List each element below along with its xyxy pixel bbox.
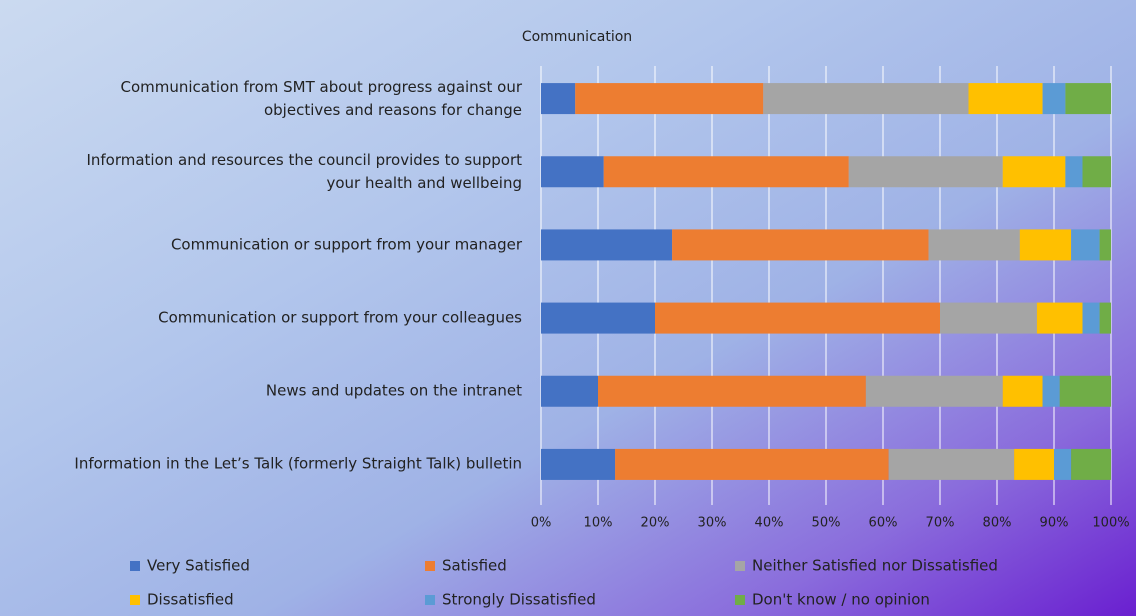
bar-segment — [1099, 229, 1111, 261]
bar-segment — [865, 375, 1003, 407]
bar-segment — [1059, 375, 1111, 407]
y-tick-label: News and updates on the intranet — [265, 381, 522, 400]
legend-label: Neither Satisfied nor Dissatisfied — [752, 557, 998, 575]
bar-segment — [1099, 302, 1111, 334]
x-tick-label: 30% — [698, 516, 727, 531]
legend-label: Satisfied — [442, 557, 507, 575]
y-tick-label: Information in the Let’s Talk (formerly … — [74, 454, 522, 473]
x-tick-label: 70% — [926, 516, 955, 531]
legend-swatch — [425, 561, 435, 571]
legend-swatch — [130, 595, 140, 605]
bar-segment — [968, 83, 1043, 115]
x-tick-label: 60% — [869, 516, 898, 531]
bar-segment — [1036, 302, 1083, 334]
bar-segment — [655, 302, 940, 334]
x-tick-label: 10% — [584, 516, 613, 531]
bar-segment — [1042, 375, 1060, 407]
y-tick-label: Communication or support from your colle… — [158, 308, 522, 327]
bar-segment — [541, 448, 616, 480]
bar-segment — [541, 156, 604, 188]
bar-segment — [672, 229, 929, 261]
bar-segment — [615, 448, 889, 480]
bar-segment — [1065, 156, 1083, 188]
bar-segment — [1065, 83, 1111, 115]
x-tick-label: 100% — [1092, 516, 1129, 531]
bar-segment — [1019, 229, 1072, 261]
chart-title: Communication — [522, 29, 632, 45]
legend-label: Don't know / no opinion — [752, 591, 930, 609]
y-tick-label: Information and resources the council pr… — [86, 150, 522, 192]
bar-segment — [541, 302, 655, 334]
x-tick-label: 50% — [812, 516, 841, 531]
bar-segment — [575, 83, 764, 115]
bar-segment — [1042, 83, 1066, 115]
x-tick-label: 90% — [1040, 516, 1069, 531]
bar-segment — [928, 229, 1020, 261]
legend-swatch — [130, 561, 140, 571]
x-tick-label: 20% — [641, 516, 670, 531]
legend-label: Very Satisfied — [147, 557, 250, 575]
bar-segment — [1082, 302, 1100, 334]
legend-swatch — [425, 595, 435, 605]
y-tick-label: Communication or support from your manag… — [170, 235, 522, 254]
bar-segment — [1082, 156, 1111, 188]
bar-segment — [541, 229, 673, 261]
bar-segment — [598, 375, 866, 407]
y-tick-label: Communication from SMT about progress ag… — [120, 77, 522, 119]
bar-segment — [1071, 448, 1111, 480]
x-tick-label: 40% — [755, 516, 784, 531]
bar-segment — [603, 156, 849, 188]
bar-segment — [541, 375, 598, 407]
bar-segment — [1071, 229, 1100, 261]
bar-segment — [1014, 448, 1054, 480]
legend-label: Strongly Dissatisfied — [442, 591, 596, 609]
bar-segment — [888, 448, 1015, 480]
legend-swatch — [735, 595, 745, 605]
x-tick-label: 0% — [531, 516, 552, 531]
bar-segment — [848, 156, 1003, 188]
bar-segment — [940, 302, 1037, 334]
bar-segment — [541, 83, 576, 115]
legend-swatch — [735, 561, 745, 571]
legend-label: Dissatisfied — [147, 591, 234, 609]
bar-segment — [763, 83, 969, 115]
bar-segment — [1002, 375, 1043, 407]
x-tick-label: 80% — [983, 516, 1012, 531]
bar-segment — [1002, 156, 1066, 188]
bar-segment — [1054, 448, 1072, 480]
